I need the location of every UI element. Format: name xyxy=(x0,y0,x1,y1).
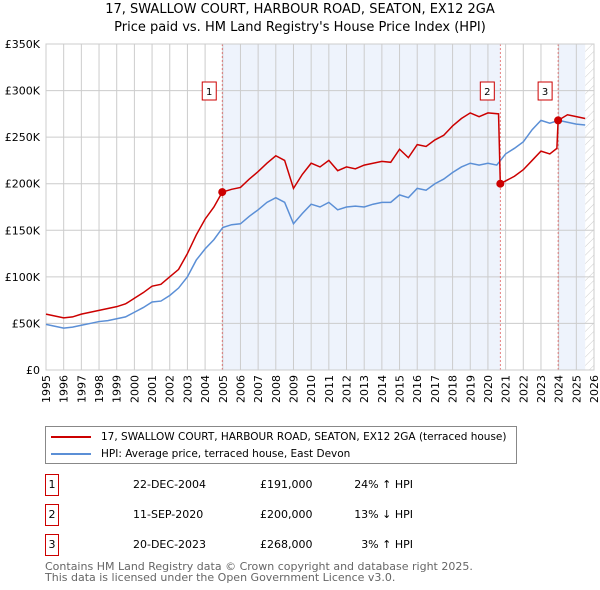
x-tick-label: 2011 xyxy=(323,375,336,403)
legend-label: 17, SWALLOW COURT, HARBOUR ROAD, SEATON,… xyxy=(101,431,507,443)
y-tick-label: £200K xyxy=(5,178,41,191)
sale-price: £200,000 xyxy=(260,508,313,521)
x-tick-label: 1996 xyxy=(58,375,71,403)
x-tick-label: 2012 xyxy=(341,375,354,403)
x-tick-label: 1999 xyxy=(111,375,124,403)
x-tick-label: 2009 xyxy=(287,375,300,403)
x-tick-label: 2001 xyxy=(146,375,159,403)
sale-hpi-diff: 13% ↓ HPI xyxy=(354,508,413,521)
x-tick-label: 2006 xyxy=(234,375,247,403)
sale-row: 1 22-DEC-2004 £191,000 24% ↑ HPI xyxy=(45,474,465,496)
x-tick-label: 2003 xyxy=(181,375,194,403)
x-tick-label: 1995 xyxy=(40,375,53,403)
sale-label-box xyxy=(537,81,553,101)
y-tick-label: £0 xyxy=(26,364,40,377)
x-tick-label: 2002 xyxy=(164,375,177,403)
y-tick-label: £100K xyxy=(5,271,41,284)
sale-point xyxy=(218,188,227,197)
x-tick-label: 2013 xyxy=(358,375,371,403)
x-tick-label: 2022 xyxy=(517,375,530,403)
y-tick-label: £150K xyxy=(5,224,41,237)
sale-point xyxy=(554,116,563,125)
sale-label: 1 xyxy=(206,87,212,98)
y-tick-label: £250K xyxy=(5,131,41,144)
shaded-ownership-period xyxy=(558,44,586,370)
y-tick-label: £50K xyxy=(12,317,41,330)
x-tick-label: 2005 xyxy=(217,375,230,403)
x-tick-label: 2015 xyxy=(394,375,407,403)
sale-date: 22-DEC-2004 xyxy=(133,478,207,491)
footer: Contains HM Land Registry data © Crown c… xyxy=(45,561,473,583)
sale-marker: 3 xyxy=(45,534,59,556)
x-tick-label: 2020 xyxy=(482,375,495,403)
sale-label: 3 xyxy=(542,87,548,98)
sale-label-box xyxy=(201,81,217,101)
sale-row: 3 20-DEC-2023 £268,000 3% ↑ HPI xyxy=(45,534,465,556)
sale-label: 2 xyxy=(484,87,490,98)
x-tick-label: 2018 xyxy=(447,375,460,403)
x-tick-label: 2016 xyxy=(411,375,424,403)
sale-date: 11-SEP-2020 xyxy=(133,508,204,521)
x-tick-label: 2025 xyxy=(570,375,583,403)
y-tick-label: £350K xyxy=(5,38,41,51)
sale-marker: 2 xyxy=(45,504,59,526)
x-tick-label: 2007 xyxy=(252,375,265,403)
sale-point xyxy=(496,179,505,188)
sale-hpi-diff: 24% ↑ HPI xyxy=(354,478,413,491)
sale-row: 2 11-SEP-2020 £200,000 13% ↓ HPI xyxy=(45,504,465,526)
sale-hpi-diff: 3% ↑ HPI xyxy=(361,538,413,551)
chart-subtitle: Price paid vs. HM Land Registry's House … xyxy=(114,20,486,35)
legend: 17, SWALLOW COURT, HARBOUR ROAD, SEATON,… xyxy=(45,426,517,464)
sale-price: £191,000 xyxy=(260,478,313,491)
legend-item-hpi: HPI: Average price, terraced house, East… xyxy=(51,446,350,462)
x-tick-label: 2000 xyxy=(128,375,141,403)
forecast-hatch xyxy=(585,44,594,370)
y-tick-label: £300K xyxy=(5,85,41,98)
x-tick-label: 2026 xyxy=(588,375,600,403)
x-tick-label: 1998 xyxy=(93,375,106,403)
legend-swatch xyxy=(51,436,91,438)
legend-item-property: 17, SWALLOW COURT, HARBOUR ROAD, SEATON,… xyxy=(51,429,507,445)
x-tick-label: 2024 xyxy=(553,375,566,403)
x-tick-label: 1997 xyxy=(75,375,88,403)
sale-label-box xyxy=(479,81,495,101)
x-tick-label: 2004 xyxy=(199,375,212,403)
footer-copyright: Contains HM Land Registry data © Crown c… xyxy=(45,560,473,573)
hpi-line xyxy=(45,119,586,329)
price-chart: 1995 1996 1997 1998 1999 2000 2001 2002 2003 2004… xyxy=(5,38,600,403)
sale-date: 20-DEC-2023 xyxy=(133,538,207,551)
x-tick-label: 2021 xyxy=(500,375,513,403)
legend-swatch xyxy=(51,453,91,455)
x-tick-label: 2017 xyxy=(429,375,442,403)
legend-label: HPI: Average price, terraced house, East… xyxy=(101,448,351,460)
x-tick-label: 2019 xyxy=(464,375,477,403)
chart-title: 17, SWALLOW COURT, HARBOUR ROAD, SEATON,… xyxy=(105,2,495,17)
sale-marker: 1 xyxy=(45,474,59,496)
plot-border xyxy=(45,43,595,371)
x-tick-label: 2010 xyxy=(305,375,318,403)
footer-licence: This data is licensed under the Open Gov… xyxy=(45,571,396,584)
x-tick-label: 2023 xyxy=(535,375,548,403)
x-tick-label: 2008 xyxy=(270,375,283,403)
sale-price: £268,000 xyxy=(260,538,313,551)
x-tick-label: 2014 xyxy=(376,375,389,403)
